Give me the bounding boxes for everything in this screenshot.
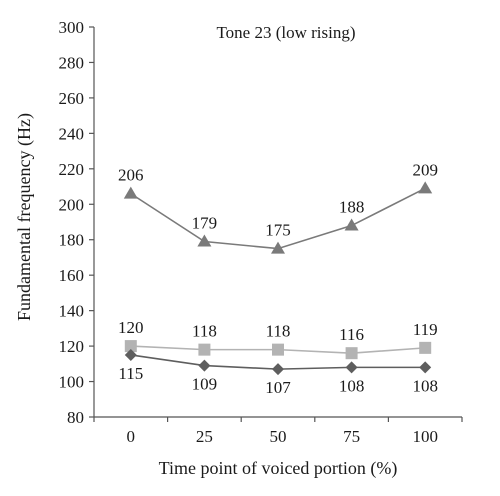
data-label: 109	[192, 375, 218, 394]
x-axis-title: Time point of voiced portion (%)	[159, 458, 398, 479]
data-label: 206	[118, 166, 144, 185]
data-label: 120	[118, 318, 144, 337]
data-label: 119	[413, 320, 438, 339]
y-tick-label: 300	[59, 18, 85, 37]
series-diamond: 115 109 107 108 108	[118, 348, 438, 397]
data-point-triangle	[271, 241, 285, 254]
data-point-square	[272, 343, 284, 356]
data-label: 108	[412, 376, 438, 395]
x-tick-label: 100	[412, 427, 438, 446]
data-point-triangle	[123, 186, 138, 199]
y-tick-label: 220	[59, 160, 85, 179]
x-tick-label: 50	[270, 427, 287, 446]
x-tick-label: 0	[127, 427, 136, 446]
y-axis-title: Fundamental frequency (Hz)	[14, 113, 35, 321]
data-label: 188	[339, 198, 365, 217]
data-point-diamond	[272, 363, 284, 376]
data-label: 107	[265, 378, 291, 397]
data-point-diamond	[345, 361, 358, 374]
y-tick-label: 240	[59, 124, 85, 143]
y-tick-label: 140	[59, 302, 85, 321]
y-axis-ticks: 80 100 120 140 160 180 200 220 240 260 280 300	[59, 18, 94, 427]
x-tick-label: 25	[196, 427, 213, 446]
data-point-square	[419, 341, 432, 354]
y-tick-label: 180	[59, 231, 85, 250]
data-point-triangle	[344, 218, 359, 231]
y-tick-label: 80	[67, 408, 84, 427]
data-label: 179	[192, 214, 218, 233]
data-label: 115	[118, 364, 143, 383]
data-point-square	[124, 340, 137, 353]
data-point-triangle	[197, 234, 212, 247]
data-label: 175	[265, 221, 291, 240]
data-point-square	[198, 343, 211, 356]
y-tick-label: 160	[59, 266, 85, 285]
y-tick-label: 260	[59, 89, 85, 108]
data-point-diamond	[198, 359, 211, 372]
x-axis-ticks: 0 25 50 75 100	[93, 417, 463, 446]
x-tick-label: 75	[343, 427, 360, 446]
y-tick-label: 200	[59, 195, 85, 214]
series-square: 120 118 118 116 119	[118, 318, 438, 360]
data-label: 209	[412, 160, 438, 179]
data-label: 108	[339, 376, 365, 395]
y-tick-label: 280	[59, 53, 85, 72]
data-point-triangle	[418, 181, 433, 194]
data-label: 118	[192, 322, 217, 341]
data-point-diamond	[124, 348, 137, 361]
data-label: 118	[266, 322, 291, 341]
y-tick-label: 120	[59, 337, 85, 356]
data-point-diamond	[419, 361, 432, 374]
data-label: 116	[339, 325, 364, 344]
series-triangle: 206 179 175 188 209	[118, 160, 438, 254]
data-point-square	[345, 347, 358, 360]
y-tick-label: 100	[59, 373, 85, 392]
chart-title: Tone 23 (low rising)	[216, 23, 355, 42]
